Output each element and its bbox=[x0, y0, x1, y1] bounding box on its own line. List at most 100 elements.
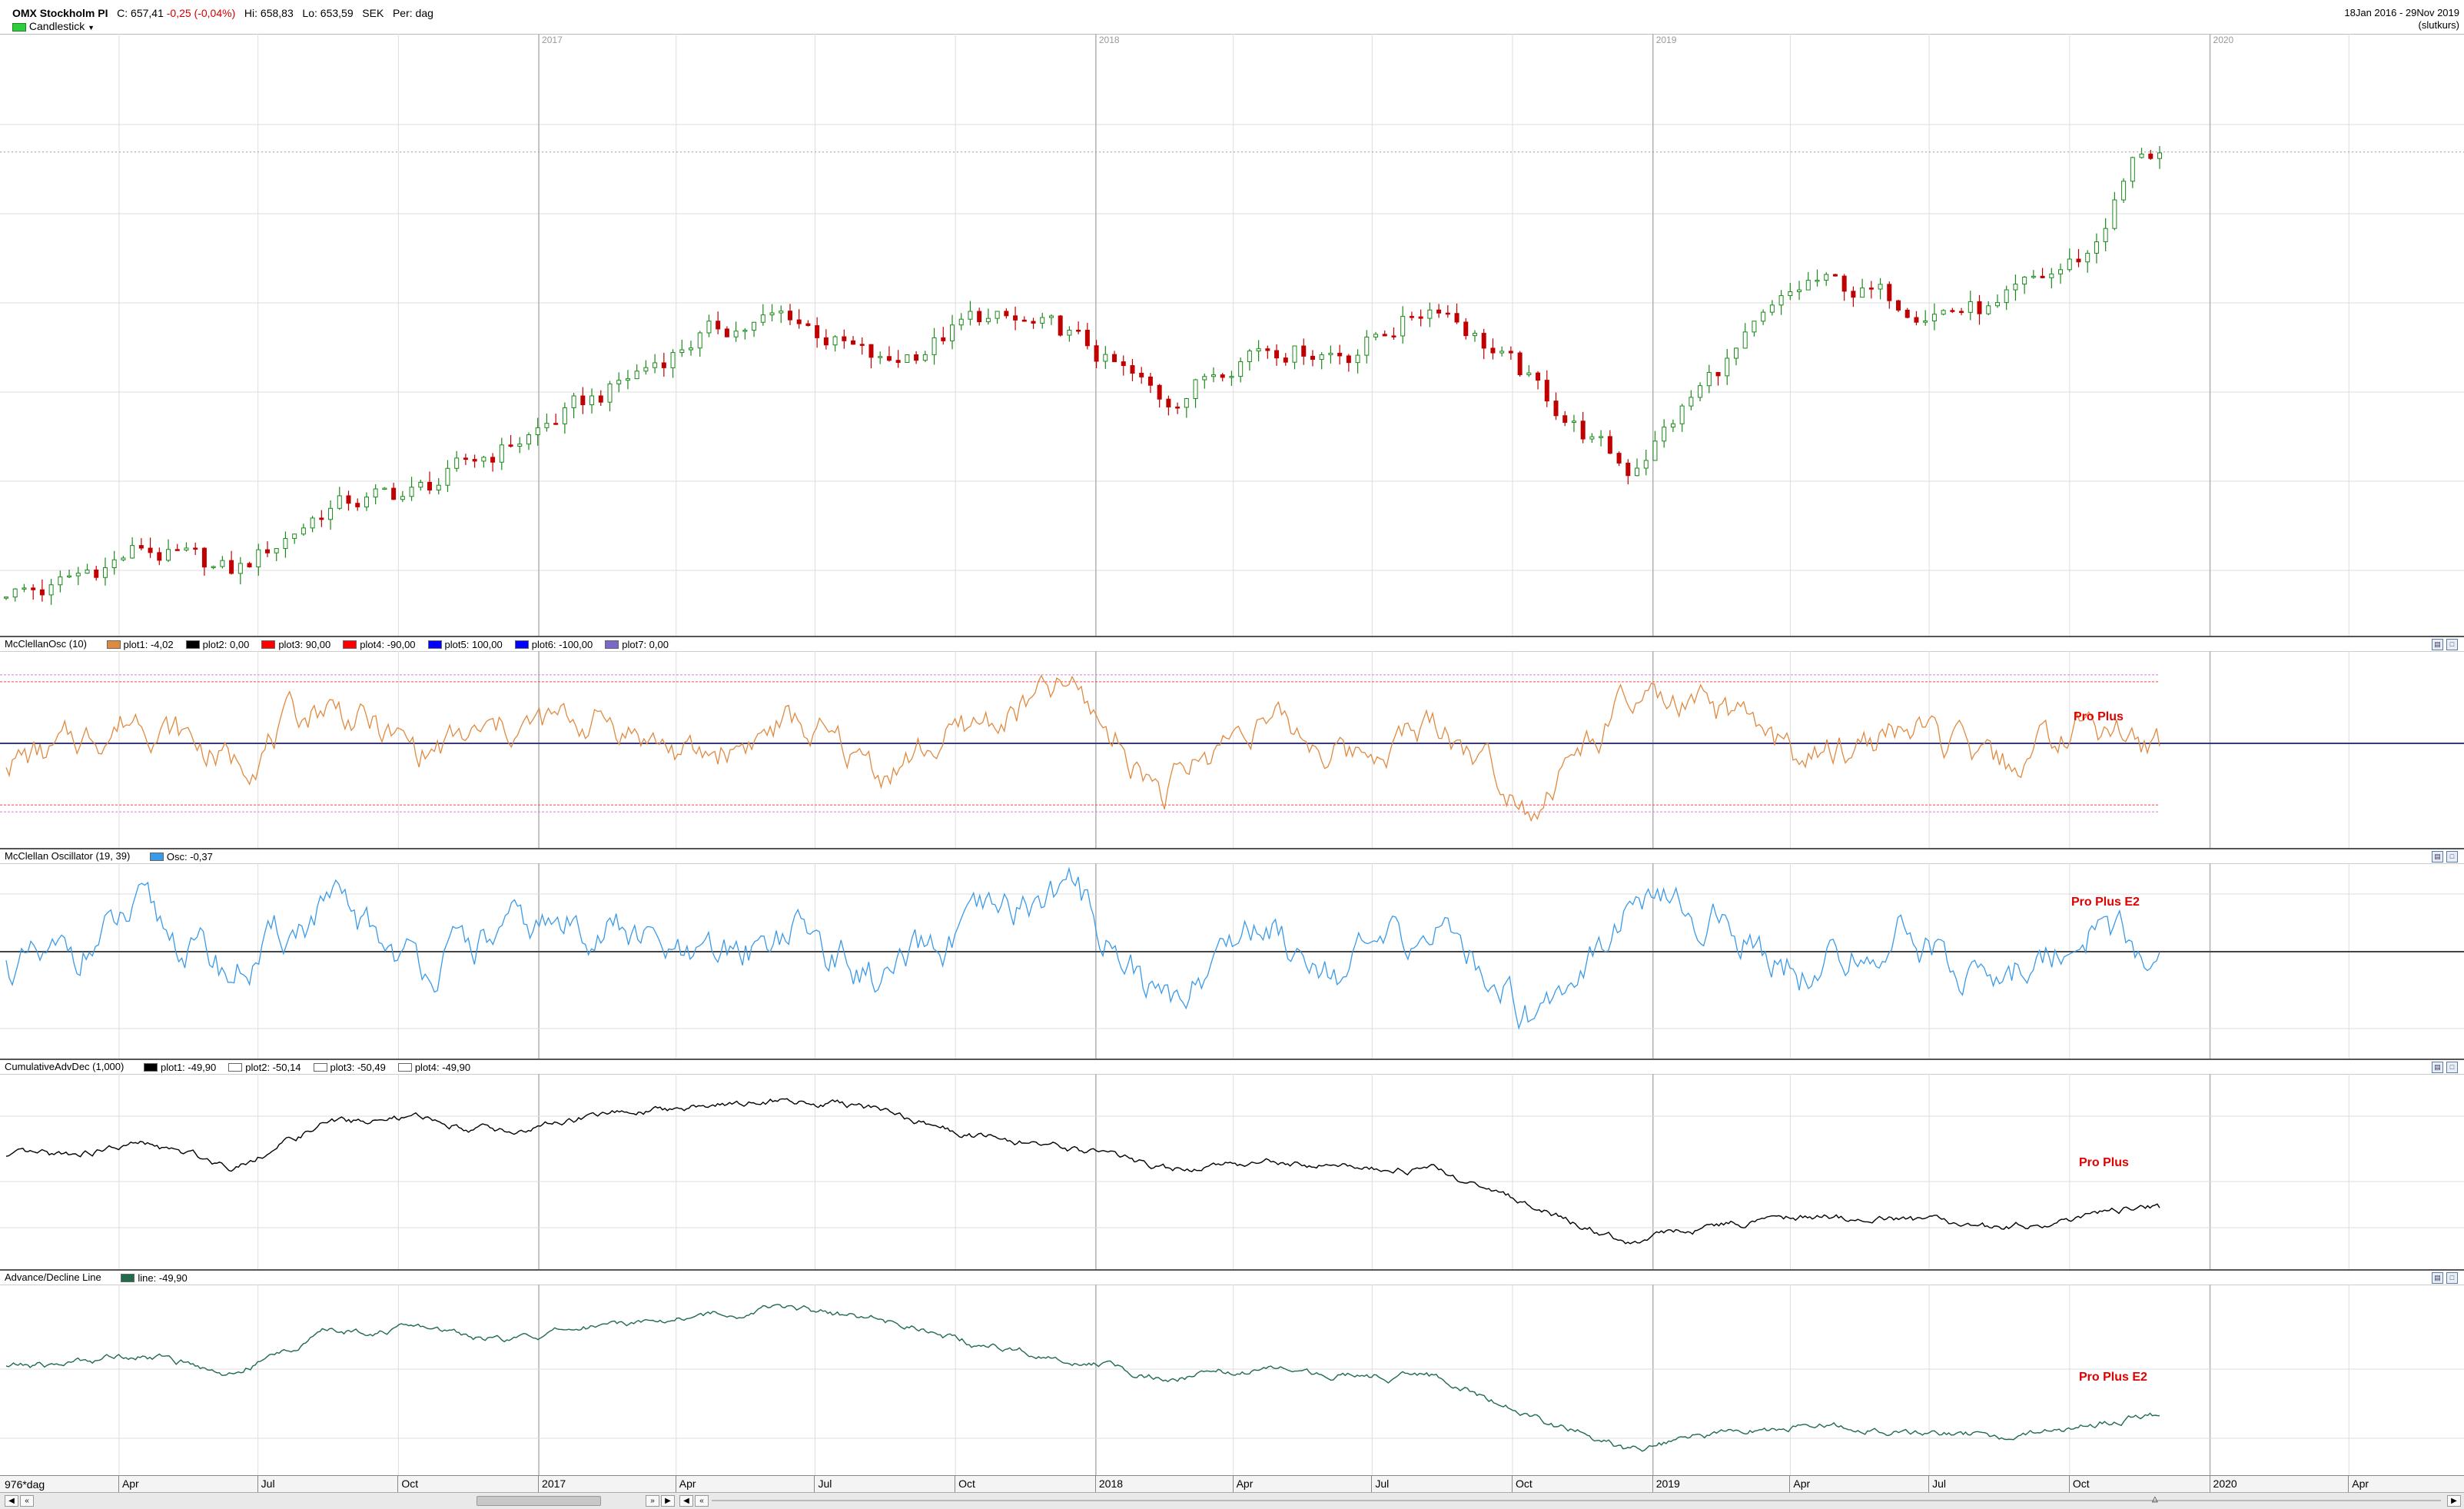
legend-item[interactable]: plot4: -49,90 bbox=[394, 1061, 470, 1073]
legend-item[interactable]: plot3: -50,49 bbox=[309, 1061, 386, 1073]
price-chart[interactable]: 2017 2018 2019 2020 bbox=[0, 34, 2464, 636]
scroll-right-icon[interactable]: ▶ bbox=[661, 1495, 675, 1507]
candle-body bbox=[1977, 301, 1982, 314]
candle-body bbox=[256, 549, 261, 567]
scroll-left-icon[interactable]: ◀ bbox=[5, 1495, 18, 1507]
pane-maximize-icon[interactable]: □ bbox=[2446, 851, 2458, 863]
mcclellan-osc-pane[interactable]: McClellanOsc (10) plot1: -4,02 plot2: 0,0… bbox=[0, 636, 2464, 848]
zoom-marker-icon[interactable]: △ bbox=[2152, 1495, 2158, 1504]
advance-decline-chart[interactable]: Pro Plus E2 bbox=[0, 1285, 2464, 1475]
candle-body bbox=[895, 360, 901, 364]
candle-body bbox=[1436, 309, 1442, 314]
candle-body bbox=[1193, 379, 1198, 400]
candle-body bbox=[1040, 317, 1045, 324]
scroll-thumb[interactable] bbox=[477, 1496, 601, 1506]
candle-body bbox=[733, 331, 739, 337]
candle-body bbox=[1130, 365, 1135, 374]
candle-body bbox=[1166, 398, 1171, 407]
candle-body bbox=[2139, 153, 2144, 158]
candle-body bbox=[1860, 288, 1865, 298]
legend-item[interactable]: line: -49,90 bbox=[116, 1271, 188, 1284]
zoom-track[interactable] bbox=[712, 1500, 2441, 1501]
zoom-right-icon[interactable]: ▶ bbox=[2447, 1495, 2461, 1507]
cumulative-advdec-titlebar: CumulativeAdvDec (1,000) plot1: -49,90 pl… bbox=[0, 1059, 2464, 1075]
candle-body bbox=[1427, 309, 1433, 319]
chevron-down-icon[interactable]: ▼ bbox=[88, 24, 95, 32]
legend-item[interactable]: plot3: 90,00 bbox=[257, 638, 330, 650]
candle-body bbox=[193, 547, 198, 550]
chart-type-selector[interactable]: Candlestick ▼ bbox=[12, 20, 95, 32]
pro-plus-annotation: Pro Plus bbox=[2074, 710, 2124, 723]
pane-settings-icon[interactable]: ▤ bbox=[2432, 639, 2443, 651]
scroll-end-icon[interactable]: » bbox=[646, 1495, 659, 1507]
legend-item[interactable]: plot4: -90,00 bbox=[338, 638, 416, 650]
candle-body bbox=[472, 459, 477, 462]
time-axis-tick: 2020 bbox=[2209, 1476, 2237, 1493]
pane-maximize-icon[interactable]: □ bbox=[2446, 639, 2458, 651]
cumulative-advdec-title[interactable]: CumulativeAdvDec (1,000) bbox=[5, 1061, 125, 1073]
mcclellan-oscillator-pane[interactable]: McClellan Oscillator (19, 39) Osc: -0,37… bbox=[0, 848, 2464, 1059]
legend-swatch-icon bbox=[397, 1062, 412, 1072]
mcclellan-osc-title[interactable]: McClellanOsc (10) bbox=[5, 638, 87, 650]
time-axis-tick: 2017 bbox=[538, 1476, 566, 1493]
time-scrollbar[interactable]: ◀ « » ▶ ◀ « △ ▶ bbox=[0, 1492, 2464, 1509]
candle-body bbox=[977, 311, 982, 323]
cumulative-advdec-chart[interactable]: Pro Plus bbox=[0, 1074, 2464, 1269]
legend-label: plot2: 0,00 bbox=[202, 638, 250, 650]
candle-body bbox=[562, 407, 567, 424]
legend-label: plot6: -100,00 bbox=[531, 638, 593, 650]
advance-decline-title[interactable]: Advance/Decline Line bbox=[5, 1271, 101, 1284]
mcclellan-osc-chart[interactable]: Pro Plus bbox=[0, 651, 2464, 848]
legend-item[interactable]: plot1: -4,02 bbox=[102, 638, 174, 650]
symbol-name[interactable]: OMX Stockholm PI bbox=[12, 7, 108, 19]
candle-body bbox=[2130, 157, 2135, 182]
legend-item[interactable]: plot7: 0,00 bbox=[600, 638, 669, 650]
candle-body bbox=[184, 547, 189, 551]
candle-body bbox=[39, 589, 45, 596]
candle-body bbox=[364, 497, 369, 507]
legend-item[interactable]: Osc: -0,37 bbox=[145, 850, 213, 863]
scroll-start-icon[interactable]: « bbox=[20, 1495, 34, 1507]
candle-body bbox=[706, 321, 712, 334]
period-value[interactable]: dag bbox=[415, 7, 433, 19]
legend-item[interactable]: plot5: 100,00 bbox=[423, 638, 503, 650]
legend-item[interactable]: plot2: 0,00 bbox=[181, 638, 250, 650]
candle-body bbox=[1662, 427, 1667, 442]
advance-decline-pane[interactable]: Advance/Decline Line line: -49,90 ▤ □ Pro… bbox=[0, 1269, 2464, 1475]
candle-body bbox=[779, 311, 784, 314]
candle-body bbox=[571, 395, 576, 408]
candle-body bbox=[787, 311, 792, 321]
candle-body bbox=[616, 380, 622, 384]
mcclellan-oscillator-chart[interactable]: Pro Plus E2 bbox=[0, 863, 2464, 1059]
candlestick-swatch-icon bbox=[12, 22, 26, 32]
bar-count-label: 976*dag bbox=[5, 1478, 45, 1491]
zoom-left-icon[interactable]: ◀ bbox=[679, 1495, 693, 1507]
candle-body bbox=[2112, 199, 2117, 229]
cumulative-advdec-pane[interactable]: CumulativeAdvDec (1,000) plot1: -49,90 pl… bbox=[0, 1059, 2464, 1269]
cumulative-advdec-line bbox=[5, 1098, 2160, 1245]
candle-body bbox=[544, 423, 550, 428]
candle-body bbox=[526, 434, 531, 445]
candle-body bbox=[1994, 302, 2000, 307]
mcclellan-oscillator-title[interactable]: McClellan Oscillator (19, 39) bbox=[5, 850, 131, 863]
zoom-out-icon[interactable]: « bbox=[695, 1495, 709, 1507]
candle-body bbox=[463, 457, 468, 460]
legend-item[interactable]: plot6: -100,00 bbox=[510, 638, 593, 650]
pane-controls: ▤ □ bbox=[2429, 1271, 2458, 1285]
pane-settings-icon[interactable]: ▤ bbox=[2432, 851, 2443, 863]
candle-body bbox=[1418, 316, 1423, 319]
legend-item[interactable]: plot1: -49,90 bbox=[139, 1061, 216, 1073]
legend-item[interactable]: plot2: -50,14 bbox=[224, 1061, 301, 1073]
price-pane[interactable]: 2017 2018 2019 2020 bbox=[0, 34, 2464, 636]
candle-body bbox=[2022, 276, 2027, 285]
chart-type-label[interactable]: Candlestick bbox=[28, 20, 85, 32]
candle-body bbox=[1904, 309, 1910, 318]
pane-settings-icon[interactable]: ▤ bbox=[2432, 1062, 2443, 1074]
time-axis[interactable]: 976*dag Apr Jul Oct 2017 Apr Jul Oct 2018 Apr Jul… bbox=[0, 1475, 2464, 1493]
candle-body bbox=[1670, 423, 1675, 428]
pane-maximize-icon[interactable]: □ bbox=[2446, 1062, 2458, 1074]
candle-body bbox=[1292, 345, 1297, 363]
pane-settings-icon[interactable]: ▤ bbox=[2432, 1272, 2443, 1285]
candle-body bbox=[1265, 348, 1270, 351]
pane-maximize-icon[interactable]: □ bbox=[2446, 1272, 2458, 1285]
